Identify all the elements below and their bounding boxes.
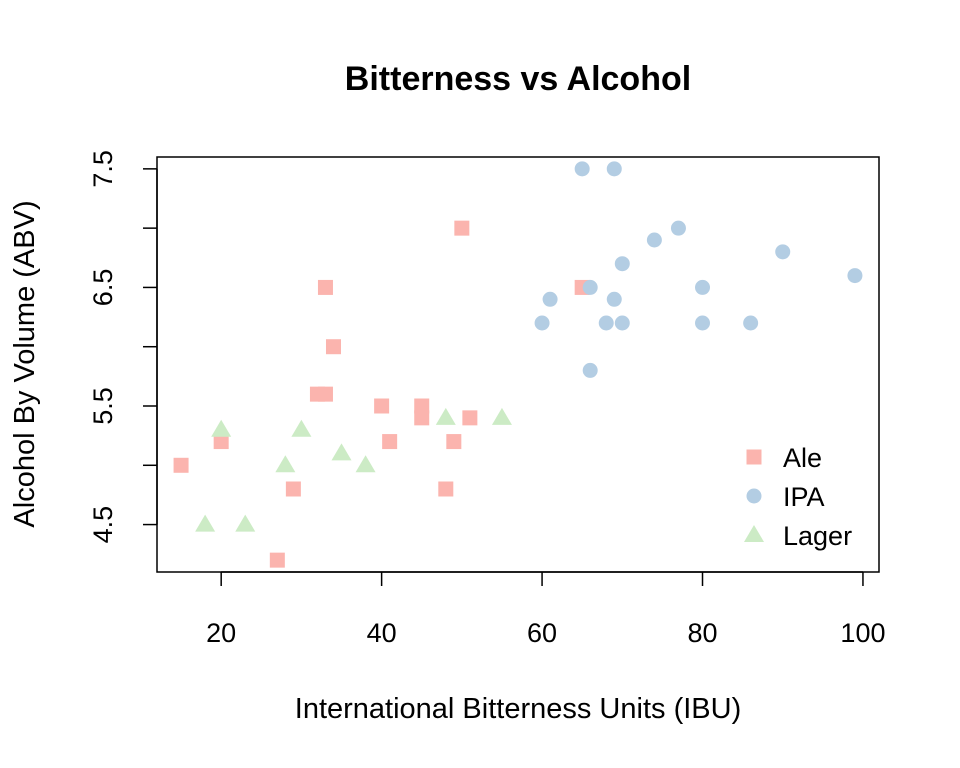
data-point-ale bbox=[213, 434, 229, 450]
chart-title: Bitterness vs Alcohol bbox=[345, 60, 691, 98]
legend-label-ale: Ale bbox=[783, 443, 822, 473]
data-point-ipa bbox=[582, 279, 598, 295]
data-point-lager bbox=[235, 514, 256, 532]
x-axis: 20 40 60 80 100 bbox=[206, 571, 885, 648]
data-point-ale bbox=[173, 457, 189, 473]
data-point-ipa bbox=[775, 244, 791, 260]
data-point-ale bbox=[382, 434, 398, 450]
y-tick-label: 7.5 bbox=[88, 150, 118, 188]
data-points bbox=[173, 161, 863, 568]
data-point-ipa bbox=[695, 279, 711, 295]
data-point-ale bbox=[269, 552, 285, 568]
data-point-ipa bbox=[606, 161, 622, 177]
data-point-ipa bbox=[598, 315, 614, 331]
data-point-lager bbox=[275, 455, 296, 473]
data-point-ipa bbox=[606, 291, 622, 307]
data-point-ale bbox=[446, 434, 462, 450]
data-point-ale bbox=[414, 398, 430, 414]
legend-marker-ipa bbox=[746, 488, 762, 504]
data-point-ipa bbox=[614, 256, 630, 272]
data-point-ipa bbox=[542, 291, 558, 307]
data-point-lager bbox=[435, 407, 456, 425]
plot-frame bbox=[156, 156, 880, 573]
legend-marker-lager bbox=[744, 525, 764, 542]
series-ipa bbox=[534, 161, 863, 378]
y-tick-label: 5.5 bbox=[88, 387, 118, 425]
data-point-ipa bbox=[574, 161, 590, 177]
data-point-ipa bbox=[614, 315, 630, 331]
data-point-lager bbox=[355, 455, 376, 473]
data-point-ipa bbox=[534, 315, 550, 331]
data-point-lager bbox=[211, 419, 232, 437]
data-point-ale bbox=[414, 410, 430, 426]
legend-label-lager: Lager bbox=[783, 521, 852, 551]
data-point-ipa bbox=[670, 220, 686, 236]
legend-label-ipa: IPA bbox=[783, 482, 825, 512]
data-point-ale bbox=[454, 220, 470, 236]
data-point-ipa bbox=[743, 315, 759, 331]
data-point-ipa bbox=[695, 315, 711, 331]
data-point-lager bbox=[291, 419, 312, 437]
series-ale bbox=[173, 220, 590, 568]
data-point-ipa bbox=[582, 362, 598, 378]
x-tick-label: 100 bbox=[840, 618, 885, 648]
y-axis-label: Alcohol By Volume (ABV) bbox=[9, 200, 41, 527]
data-point-ale bbox=[325, 339, 341, 355]
series-lager bbox=[195, 407, 512, 532]
data-point-ipa bbox=[847, 268, 863, 284]
data-point-lager bbox=[491, 407, 512, 425]
data-point-ale bbox=[285, 481, 301, 497]
data-point-ipa bbox=[646, 232, 662, 248]
x-tick-label: 20 bbox=[206, 618, 236, 648]
x-tick-label: 80 bbox=[687, 618, 717, 648]
x-tick-label: 40 bbox=[367, 618, 397, 648]
x-tick-label: 60 bbox=[527, 618, 557, 648]
x-axis-label: International Bitterness Units (IBU) bbox=[295, 693, 741, 725]
data-point-ale bbox=[438, 481, 454, 497]
data-point-ale bbox=[317, 386, 333, 402]
data-point-lager bbox=[331, 443, 352, 461]
legend: Ale IPA Lager bbox=[744, 443, 852, 551]
data-point-ale bbox=[317, 279, 333, 295]
y-tick-label: 4.5 bbox=[88, 506, 118, 544]
data-point-ale bbox=[374, 398, 390, 414]
y-tick-label: 6.5 bbox=[88, 269, 118, 307]
y-axis: 4.5 5.5 6.5 7.5 bbox=[88, 150, 158, 544]
legend-marker-ale bbox=[746, 449, 762, 465]
data-point-ale bbox=[462, 410, 478, 426]
data-point-lager bbox=[195, 514, 216, 532]
